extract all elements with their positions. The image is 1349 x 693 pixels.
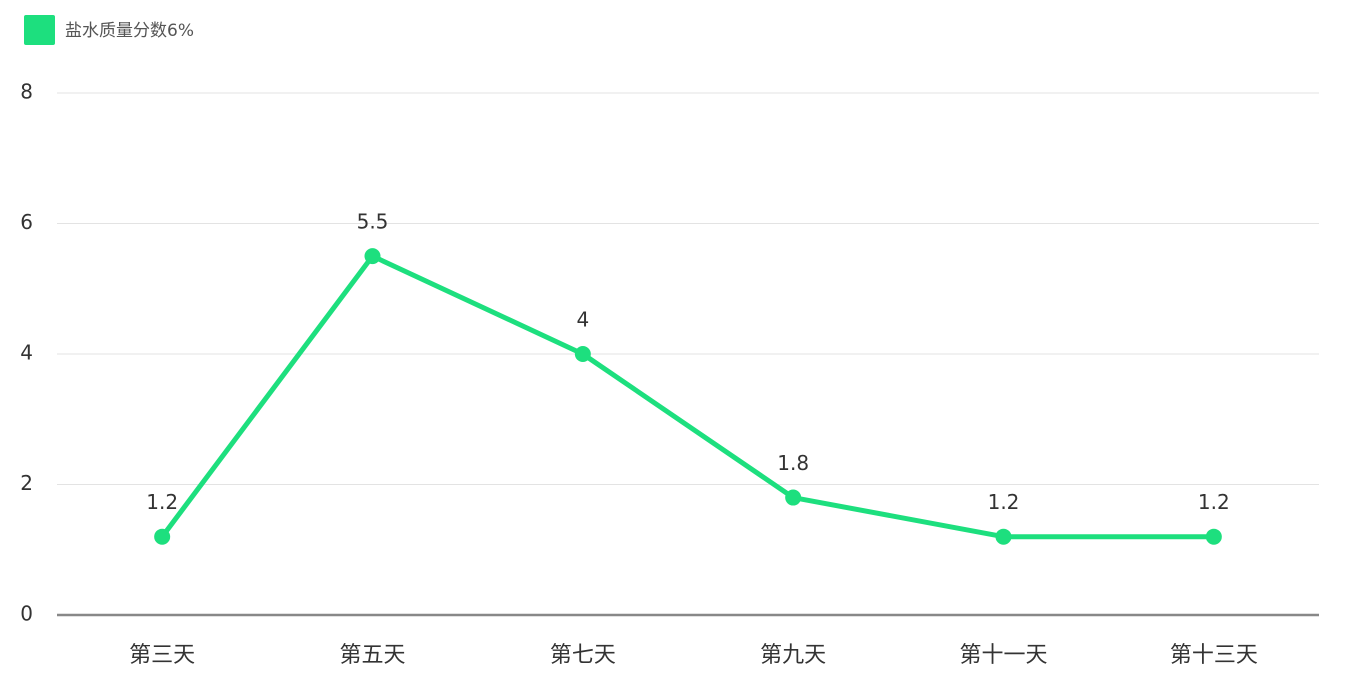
x-tick-label: 第三天 [129, 643, 195, 668]
data-label: 1.2 [988, 490, 1020, 514]
data-label: 4 [576, 308, 589, 332]
y-tick-label: 0 [20, 602, 33, 626]
legend-label: 盐水质量分数6% [65, 21, 194, 41]
x-tick-label: 第七天 [550, 643, 616, 668]
legend-swatch [24, 15, 55, 45]
y-tick-label: 2 [20, 471, 33, 495]
y-tick-label: 8 [20, 80, 33, 104]
point [364, 248, 381, 265]
point [1205, 528, 1222, 545]
data-label: 1.2 [1198, 490, 1230, 514]
data-label: 1.2 [146, 490, 178, 514]
y-tick-label: 6 [20, 210, 33, 234]
x-tick-label: 第五天 [339, 643, 405, 668]
point [995, 528, 1012, 545]
line [160, 253, 1214, 540]
x-tick-label: 第十三天 [1170, 643, 1258, 668]
point [154, 528, 171, 545]
x-tick-label: 第十一天 [959, 643, 1047, 668]
x-tick-label: 第九天 [760, 643, 826, 668]
point [574, 346, 591, 362]
y-tick-label: 4 [20, 341, 33, 365]
point [785, 489, 802, 506]
data-label: 5.5 [357, 210, 389, 234]
data-label: 1.8 [777, 451, 809, 475]
